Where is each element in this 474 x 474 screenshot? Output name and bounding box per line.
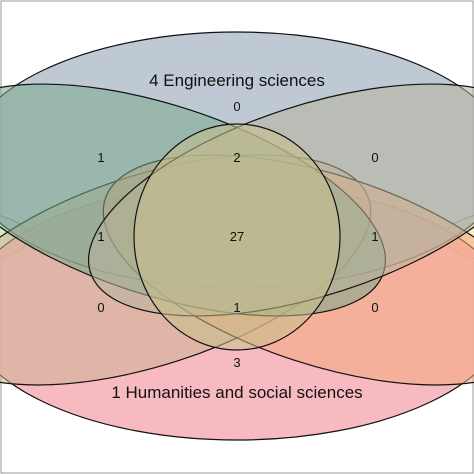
- region-middle-right: 1: [371, 229, 378, 244]
- set-center-ellipse: [133, 123, 341, 351]
- region-lower-center: 1: [233, 300, 240, 315]
- region-middle-left: 1: [97, 229, 104, 244]
- region-upper-right: 0: [371, 150, 378, 165]
- title-engineering: 4 Engineering sciences: [149, 71, 325, 90]
- title-humanities: 1 Humanities and social sciences: [111, 383, 362, 402]
- region-lower-left: 0: [97, 300, 104, 315]
- region-center: 27: [230, 229, 244, 244]
- region-upper-center: 2: [233, 150, 240, 165]
- region-upper-left: 1: [97, 150, 104, 165]
- region-bottom-only: 3: [233, 355, 240, 370]
- region-top-only: 0: [233, 99, 240, 114]
- region-lower-right: 0: [371, 300, 378, 315]
